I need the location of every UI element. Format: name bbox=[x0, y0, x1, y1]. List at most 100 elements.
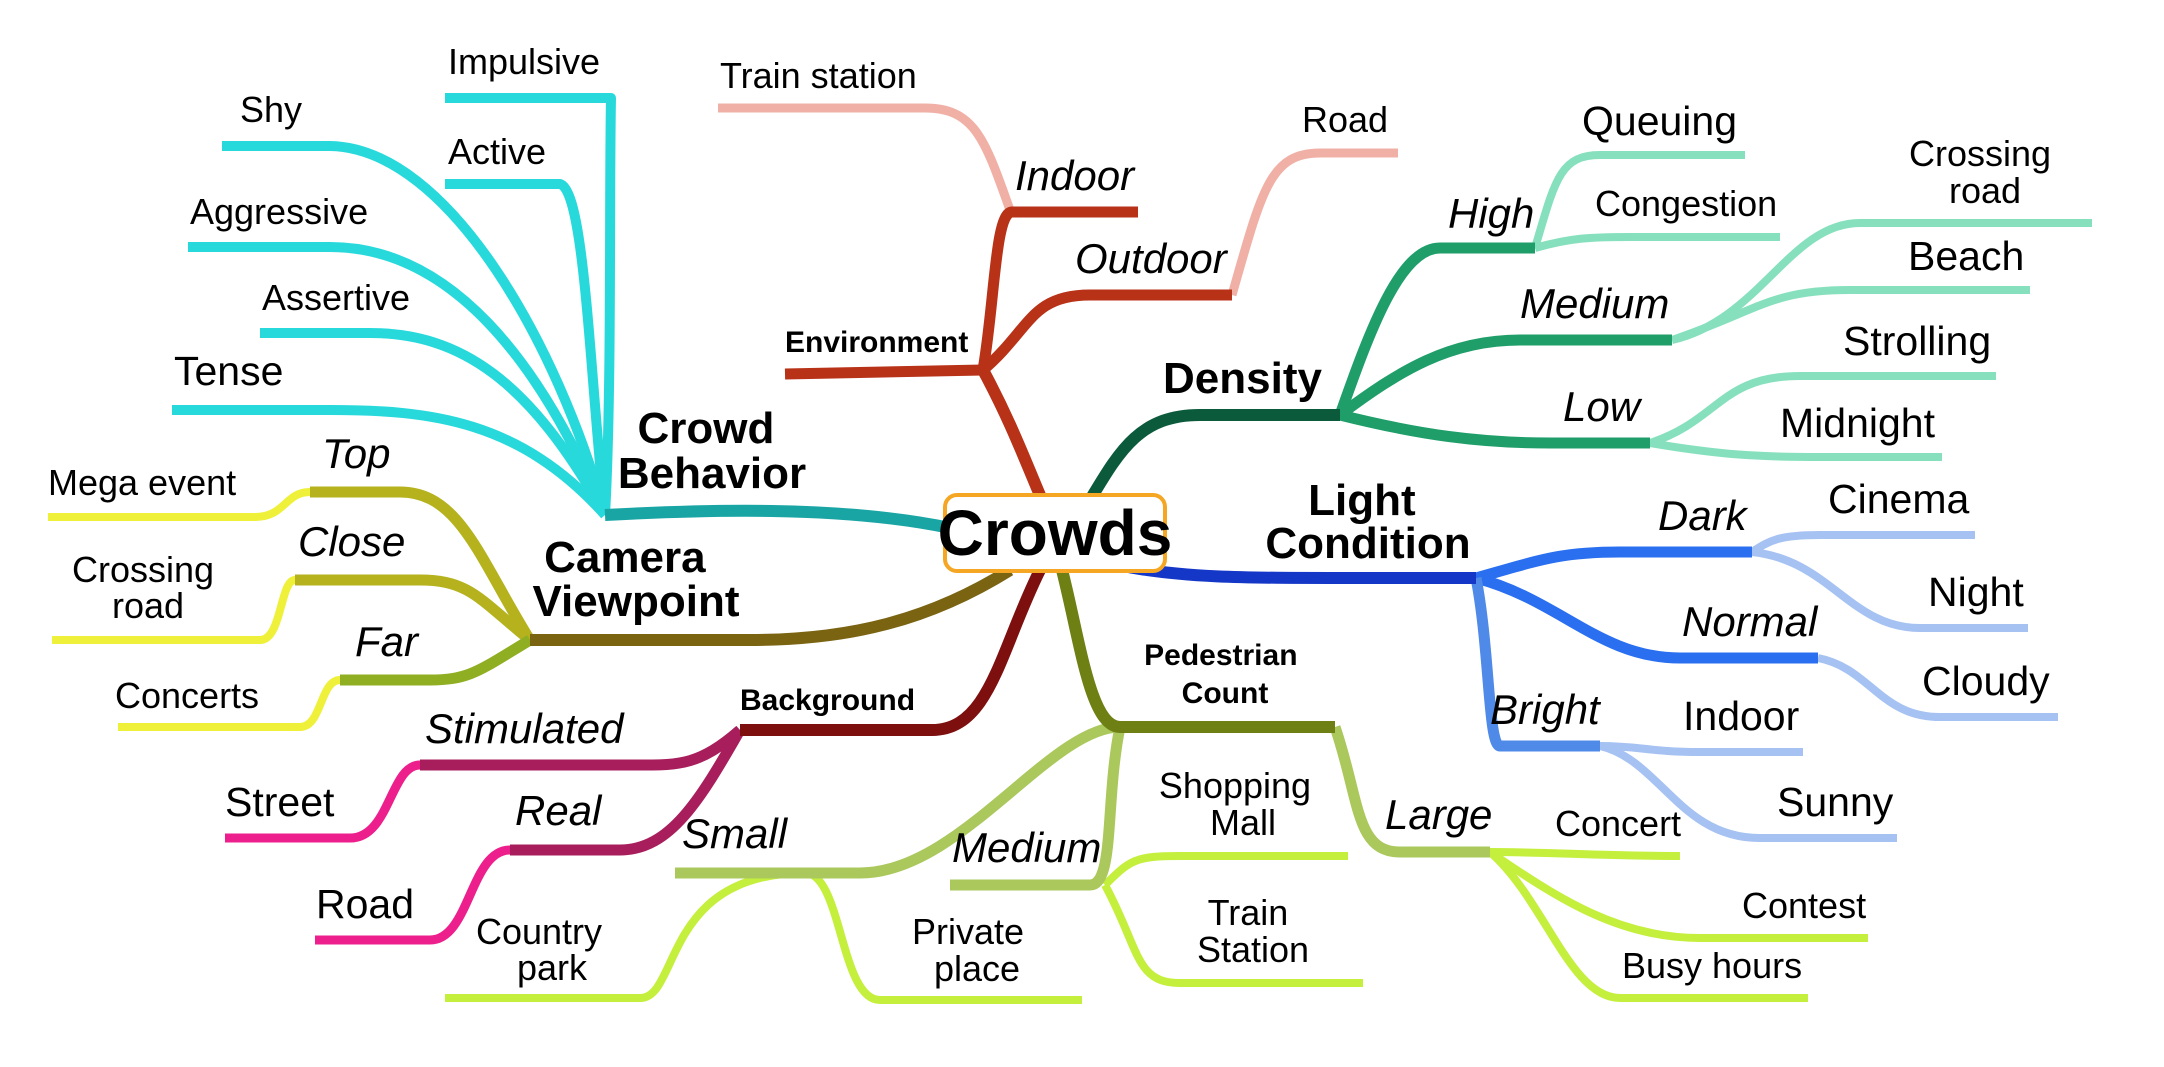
edge-camera-top bbox=[310, 486, 535, 643]
pedestrian-leaf-private-place-line2: place bbox=[934, 948, 1020, 989]
crowd-behavior-leaf-shy: Shy bbox=[240, 89, 302, 130]
density-label: Density bbox=[1163, 354, 1322, 403]
edge-environment-leaf-train-station bbox=[718, 103, 1015, 212]
camera-leaf-crossing-road: Crossing road bbox=[72, 549, 224, 626]
pedestrian-leaf-train-station-line2: Station bbox=[1197, 929, 1309, 970]
edge-light-leaf-indoor bbox=[1599, 742, 1803, 756]
camera-leaf-mega-event: Mega event bbox=[48, 462, 236, 503]
edge-background-leaf-road bbox=[315, 845, 511, 945]
crowd-behavior-label-line2: Behavior bbox=[618, 449, 806, 498]
edge-camera-leaf-mega-event bbox=[48, 488, 311, 521]
light-condition-label: Light Condition bbox=[1265, 476, 1470, 568]
edge-pedestrian-medium bbox=[950, 725, 1126, 891]
edge-pedestrian-leaf-busy-hours bbox=[1487, 848, 1808, 1002]
camera-viewpoint-label-line1: Camera bbox=[544, 533, 706, 582]
background-label: Background bbox=[740, 684, 915, 717]
light-condition-label-line2: Condition bbox=[1265, 519, 1470, 568]
edge-crowd-behavior-leaf-assertive bbox=[260, 328, 610, 518]
density-medium-label: Medium bbox=[1520, 280, 1669, 327]
center-node-label: Crowds bbox=[938, 497, 1173, 569]
edge-environment-leaf-road bbox=[1227, 148, 1398, 297]
pedestrian-leaf-country-park: Country park bbox=[476, 911, 612, 988]
edge-crowd-behavior-leaf-tense bbox=[172, 405, 609, 519]
branch-pedestrian-count: Pedestrian Count Small Medium Large Coun… bbox=[445, 568, 1868, 1004]
center-node-box bbox=[943, 493, 1167, 573]
pedestrian-leaf-busy-hours: Busy hours bbox=[1622, 945, 1802, 986]
pedestrian-leaf-shopping-mall-line1: Shopping bbox=[1159, 765, 1311, 806]
crowd-behavior-leaf-tense: Tense bbox=[174, 348, 283, 394]
environment-leaf-train-station: Train station bbox=[720, 55, 917, 96]
pedestrian-leaf-country-park-line1: Country bbox=[476, 911, 602, 952]
pedestrian-leaf-shopping-mall: Shopping Mall bbox=[1159, 765, 1321, 843]
density-high-label: High bbox=[1448, 190, 1534, 237]
edge-environment-root bbox=[784, 364, 984, 380]
edge-background-stimulated bbox=[420, 725, 744, 771]
edge-density-low bbox=[1338, 409, 1650, 449]
edge-center-environment bbox=[977, 367, 1048, 503]
light-dark-label: Dark bbox=[1658, 492, 1749, 539]
edge-center-background bbox=[931, 567, 1046, 736]
pedestrian-leaf-private-place-line1: Private bbox=[912, 911, 1024, 952]
light-leaf-sunny: Sunny bbox=[1777, 779, 1894, 825]
light-normal-label: Normal bbox=[1682, 598, 1819, 645]
edge-background-real bbox=[510, 727, 745, 856]
crowd-behavior-leaf-impulsive: Impulsive bbox=[448, 41, 600, 82]
edge-light-bright bbox=[1470, 576, 1600, 752]
density-leaf-congestion: Congestion bbox=[1595, 183, 1777, 224]
edge-camera-leaf-crossing-road bbox=[52, 576, 297, 644]
camera-leaf-crossing-road-line1: Crossing bbox=[72, 549, 214, 590]
branch-density: Density High Medium Low Queuing Congesti… bbox=[1084, 98, 2092, 504]
pedestrian-large-label: Large bbox=[1385, 791, 1492, 838]
pedestrian-leaf-private-place: Private place bbox=[912, 911, 1034, 989]
pedestrian-small-label: Small bbox=[682, 810, 789, 857]
branch-light-condition: Light Condition Dark Normal Bright Cinem… bbox=[1116, 476, 2058, 842]
pedestrian-leaf-contest: Contest bbox=[1742, 885, 1866, 926]
density-leaf-crossing-road-line2: road bbox=[1949, 170, 2021, 211]
environment-leaf-road: Road bbox=[1302, 99, 1388, 140]
camera-leaf-crossing-road-line2: road bbox=[112, 585, 184, 626]
edge-center-crowd-behavior bbox=[604, 504, 952, 534]
edge-pedestrian-leaf-contest bbox=[1487, 848, 1868, 942]
density-low-label: Low bbox=[1563, 383, 1643, 430]
branch-camera-viewpoint: Camera Viewpoint Top Close Far Mega even… bbox=[48, 430, 1014, 731]
edge-pedestrian-leaf-private-place bbox=[804, 869, 1082, 1004]
light-condition-label-line1: Light bbox=[1308, 476, 1416, 525]
edge-pedestrian-leaf-shopping-mall bbox=[1102, 852, 1348, 888]
pedestrian-leaf-country-park-line2: park bbox=[517, 947, 588, 988]
pedestrian-medium-label: Medium bbox=[952, 824, 1101, 871]
background-stimulated-label: Stimulated bbox=[425, 705, 625, 752]
camera-viewpoint-label-line2: Viewpoint bbox=[533, 577, 740, 626]
edge-pedestrian-large bbox=[1329, 725, 1490, 858]
edge-crowd-behavior-leaf-aggressive bbox=[188, 242, 610, 517]
edge-crowd-behavior-leaf-shy bbox=[222, 141, 610, 517]
environment-label: Environment bbox=[785, 326, 968, 359]
edge-density-leaf-congestion bbox=[1533, 233, 1780, 252]
edge-environment-indoor bbox=[977, 206, 1138, 371]
edge-crowd-behavior-leaf-impulsive bbox=[445, 93, 616, 516]
edge-density-leaf-strolling bbox=[1648, 372, 1996, 447]
crowd-behavior-label: Crowd Behavior bbox=[618, 404, 806, 498]
pedestrian-count-label: Pedestrian Count bbox=[1144, 639, 1306, 710]
edge-pedestrian-leaf-country-park bbox=[445, 869, 806, 1002]
edge-light-normal bbox=[1474, 572, 1818, 664]
density-leaf-midnight: Midnight bbox=[1780, 400, 1936, 446]
light-leaf-night: Night bbox=[1928, 569, 2024, 615]
density-leaf-beach: Beach bbox=[1908, 233, 2024, 279]
edge-center-density bbox=[1084, 409, 1340, 504]
edge-camera-leaf-concerts bbox=[118, 676, 341, 731]
pedestrian-leaf-train-station-line1: Train bbox=[1208, 892, 1289, 933]
edge-background-leaf-street bbox=[225, 760, 421, 843]
edge-center-camera bbox=[530, 564, 1014, 646]
crowd-behavior-leaf-assertive: Assertive bbox=[262, 277, 410, 318]
edge-pedestrian-small bbox=[675, 721, 1121, 879]
background-real-label: Real bbox=[515, 787, 603, 834]
edge-light-dark bbox=[1474, 546, 1752, 584]
edge-density-leaf-beach bbox=[1670, 286, 2030, 344]
density-leaf-strolling: Strolling bbox=[1843, 318, 1991, 364]
edge-light-leaf-cinema bbox=[1749, 531, 1975, 556]
edge-density-medium bbox=[1336, 334, 1672, 420]
background-leaf-street: Street bbox=[225, 779, 335, 825]
pedestrian-leaf-train-station: Train Station bbox=[1197, 892, 1309, 970]
edge-light-leaf-cloudy bbox=[1817, 654, 2058, 721]
